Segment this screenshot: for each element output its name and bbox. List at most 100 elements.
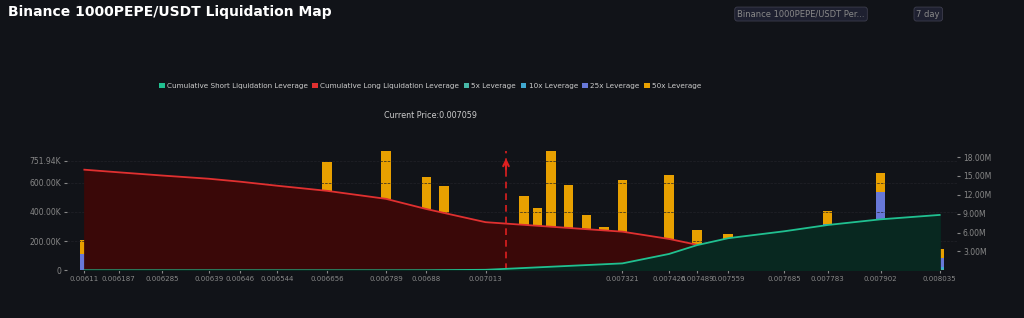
Bar bbox=[80, 253, 89, 270]
Bar bbox=[804, 261, 813, 265]
Bar bbox=[835, 261, 845, 265]
Bar bbox=[106, 266, 116, 270]
Bar bbox=[253, 264, 262, 268]
Bar bbox=[897, 263, 906, 268]
Bar bbox=[403, 256, 414, 265]
Bar bbox=[737, 265, 746, 270]
Bar bbox=[453, 253, 463, 263]
Bar bbox=[481, 258, 490, 270]
Bar bbox=[876, 191, 886, 229]
Bar bbox=[333, 265, 342, 270]
Bar bbox=[711, 260, 720, 265]
Bar bbox=[751, 266, 760, 270]
Bar bbox=[897, 256, 906, 263]
Bar bbox=[244, 262, 254, 267]
Bar bbox=[158, 262, 167, 270]
Bar bbox=[582, 215, 591, 253]
Bar bbox=[935, 249, 944, 258]
Bar bbox=[924, 269, 933, 270]
Bar bbox=[323, 251, 332, 270]
Bar bbox=[280, 261, 289, 267]
Bar bbox=[253, 268, 262, 270]
Bar bbox=[506, 265, 516, 270]
Bar bbox=[665, 175, 674, 255]
Bar bbox=[648, 244, 657, 261]
Bar bbox=[823, 211, 833, 224]
Bar bbox=[546, 138, 556, 245]
Bar bbox=[692, 244, 701, 270]
Bar bbox=[617, 180, 628, 245]
Bar bbox=[390, 263, 400, 270]
Bar bbox=[289, 263, 298, 268]
Bar bbox=[823, 269, 833, 270]
Bar bbox=[617, 245, 628, 270]
Bar bbox=[804, 265, 813, 270]
Bar bbox=[648, 261, 657, 270]
Bar bbox=[369, 230, 378, 259]
Bar bbox=[935, 267, 944, 269]
Bar bbox=[466, 255, 476, 264]
Bar bbox=[80, 240, 89, 253]
Bar bbox=[564, 184, 573, 246]
Bar bbox=[244, 267, 254, 270]
Bar bbox=[141, 268, 152, 270]
Bar bbox=[779, 235, 788, 246]
Bar bbox=[355, 256, 365, 270]
Bar bbox=[297, 268, 307, 270]
Text: Binance 1000PEPE/USDT Per...: Binance 1000PEPE/USDT Per... bbox=[737, 10, 865, 18]
Bar bbox=[133, 266, 142, 268]
Bar bbox=[114, 255, 123, 265]
Bar bbox=[422, 234, 431, 270]
Bar bbox=[723, 234, 733, 246]
Bar bbox=[723, 246, 733, 270]
Bar bbox=[141, 267, 152, 268]
Bar bbox=[635, 259, 644, 270]
Bar bbox=[493, 265, 503, 270]
Bar bbox=[280, 267, 289, 270]
Bar bbox=[853, 266, 862, 270]
Bar bbox=[701, 265, 712, 270]
Bar bbox=[124, 267, 133, 270]
Bar bbox=[679, 263, 689, 270]
Bar bbox=[342, 202, 351, 253]
Bar bbox=[466, 264, 476, 270]
Bar bbox=[297, 262, 307, 268]
Bar bbox=[823, 224, 833, 265]
Bar bbox=[835, 265, 845, 270]
Bar bbox=[599, 256, 609, 270]
Bar bbox=[430, 265, 440, 270]
Bar bbox=[876, 229, 886, 266]
Bar bbox=[453, 263, 463, 270]
Bar bbox=[369, 259, 378, 270]
Bar bbox=[177, 268, 186, 270]
Bar bbox=[289, 268, 298, 270]
Bar bbox=[897, 249, 906, 256]
Bar bbox=[97, 267, 106, 270]
Bar bbox=[236, 227, 245, 259]
Bar bbox=[204, 241, 214, 262]
Bar bbox=[272, 263, 282, 270]
Bar bbox=[764, 264, 773, 267]
Text: Current Price:0.007059: Current Price:0.007059 bbox=[384, 111, 476, 120]
Bar bbox=[791, 260, 800, 265]
Bar bbox=[546, 245, 556, 270]
Bar bbox=[213, 267, 222, 270]
Bar bbox=[222, 268, 231, 270]
Bar bbox=[381, 241, 391, 270]
Bar bbox=[306, 260, 315, 267]
Text: 7 day: 7 day bbox=[916, 10, 940, 18]
Bar bbox=[599, 226, 609, 256]
Bar bbox=[910, 265, 920, 268]
Bar bbox=[519, 196, 529, 247]
Bar bbox=[422, 177, 431, 234]
Bar bbox=[779, 246, 788, 270]
Bar bbox=[737, 261, 746, 265]
Bar bbox=[124, 265, 133, 267]
Bar bbox=[430, 257, 440, 265]
Bar bbox=[133, 268, 142, 270]
Bar bbox=[935, 269, 944, 270]
Bar bbox=[701, 258, 712, 265]
Bar bbox=[935, 258, 944, 267]
Bar bbox=[88, 261, 98, 265]
Bar bbox=[342, 253, 351, 270]
